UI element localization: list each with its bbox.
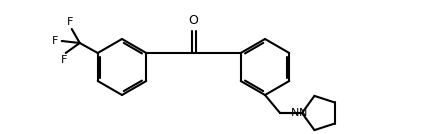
Text: F: F	[51, 36, 58, 46]
Text: O: O	[189, 14, 198, 27]
Text: F: F	[67, 17, 73, 27]
Text: N: N	[299, 108, 307, 118]
Text: N: N	[291, 108, 299, 118]
Text: F: F	[61, 55, 67, 65]
